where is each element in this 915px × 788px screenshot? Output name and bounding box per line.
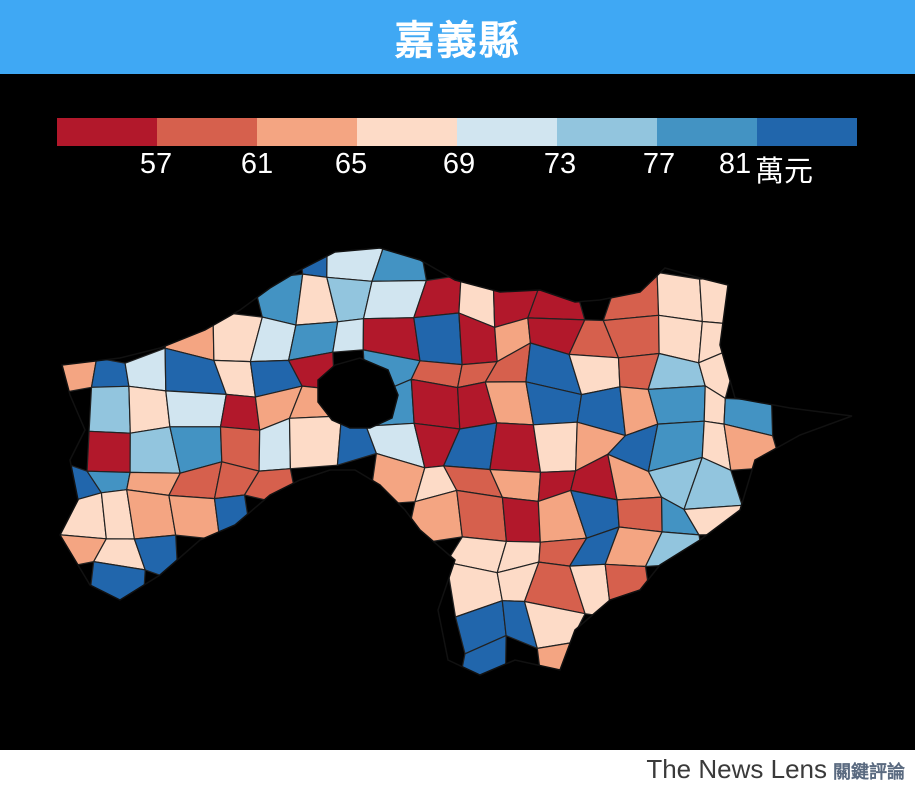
map-region xyxy=(489,422,542,473)
legend-tick-label: 73 xyxy=(543,148,577,180)
footer: The News Lens 關鍵評論 xyxy=(0,750,915,788)
choropleth-map xyxy=(0,230,915,690)
color-legend xyxy=(57,118,857,146)
legend-swatch xyxy=(557,118,657,146)
map-region xyxy=(501,496,541,543)
brand-logo: The News Lens 關鍵評論 xyxy=(646,754,905,785)
legend-swatch xyxy=(357,118,457,146)
brand-name-zh: 關鍵評論 xyxy=(833,762,905,783)
map-region xyxy=(90,357,130,388)
map-region xyxy=(332,318,365,353)
legend-tick-label: 65 xyxy=(334,148,368,180)
legend-tick-label: 57 xyxy=(139,148,173,180)
legend-swatch xyxy=(257,118,357,146)
map-region xyxy=(165,390,227,428)
legend-swatch xyxy=(757,118,857,146)
legend-swatch xyxy=(657,118,757,146)
county-border xyxy=(59,247,853,676)
page-title: 嘉義縣 xyxy=(394,18,521,64)
legend-tick-label: 81 xyxy=(718,148,752,180)
map-region xyxy=(128,385,171,434)
map-region xyxy=(413,312,463,366)
map-region xyxy=(532,421,578,473)
map-background-mask xyxy=(0,230,915,690)
legend-tick-label: 77 xyxy=(642,148,676,180)
map-region xyxy=(410,378,461,430)
map-region xyxy=(88,385,131,434)
map-region xyxy=(219,393,261,431)
brand-name-en: The News Lens xyxy=(646,754,827,784)
legend-tick-label: 61 xyxy=(240,148,274,180)
legend-swatch xyxy=(57,118,157,146)
title-bar: 嘉義縣 xyxy=(0,0,915,74)
map-region xyxy=(86,430,131,473)
legend-unit: 萬元 xyxy=(755,154,814,188)
map-svg xyxy=(0,230,915,690)
map-region xyxy=(647,385,706,425)
map-region xyxy=(168,494,221,541)
legend-swatch xyxy=(157,118,257,146)
map-region xyxy=(616,496,663,533)
map-region xyxy=(456,489,507,542)
map-region xyxy=(656,271,703,323)
map-region xyxy=(288,415,343,470)
legend-tick-label: 69 xyxy=(442,148,476,180)
legend-swatch xyxy=(457,118,557,146)
map-region xyxy=(126,489,177,540)
